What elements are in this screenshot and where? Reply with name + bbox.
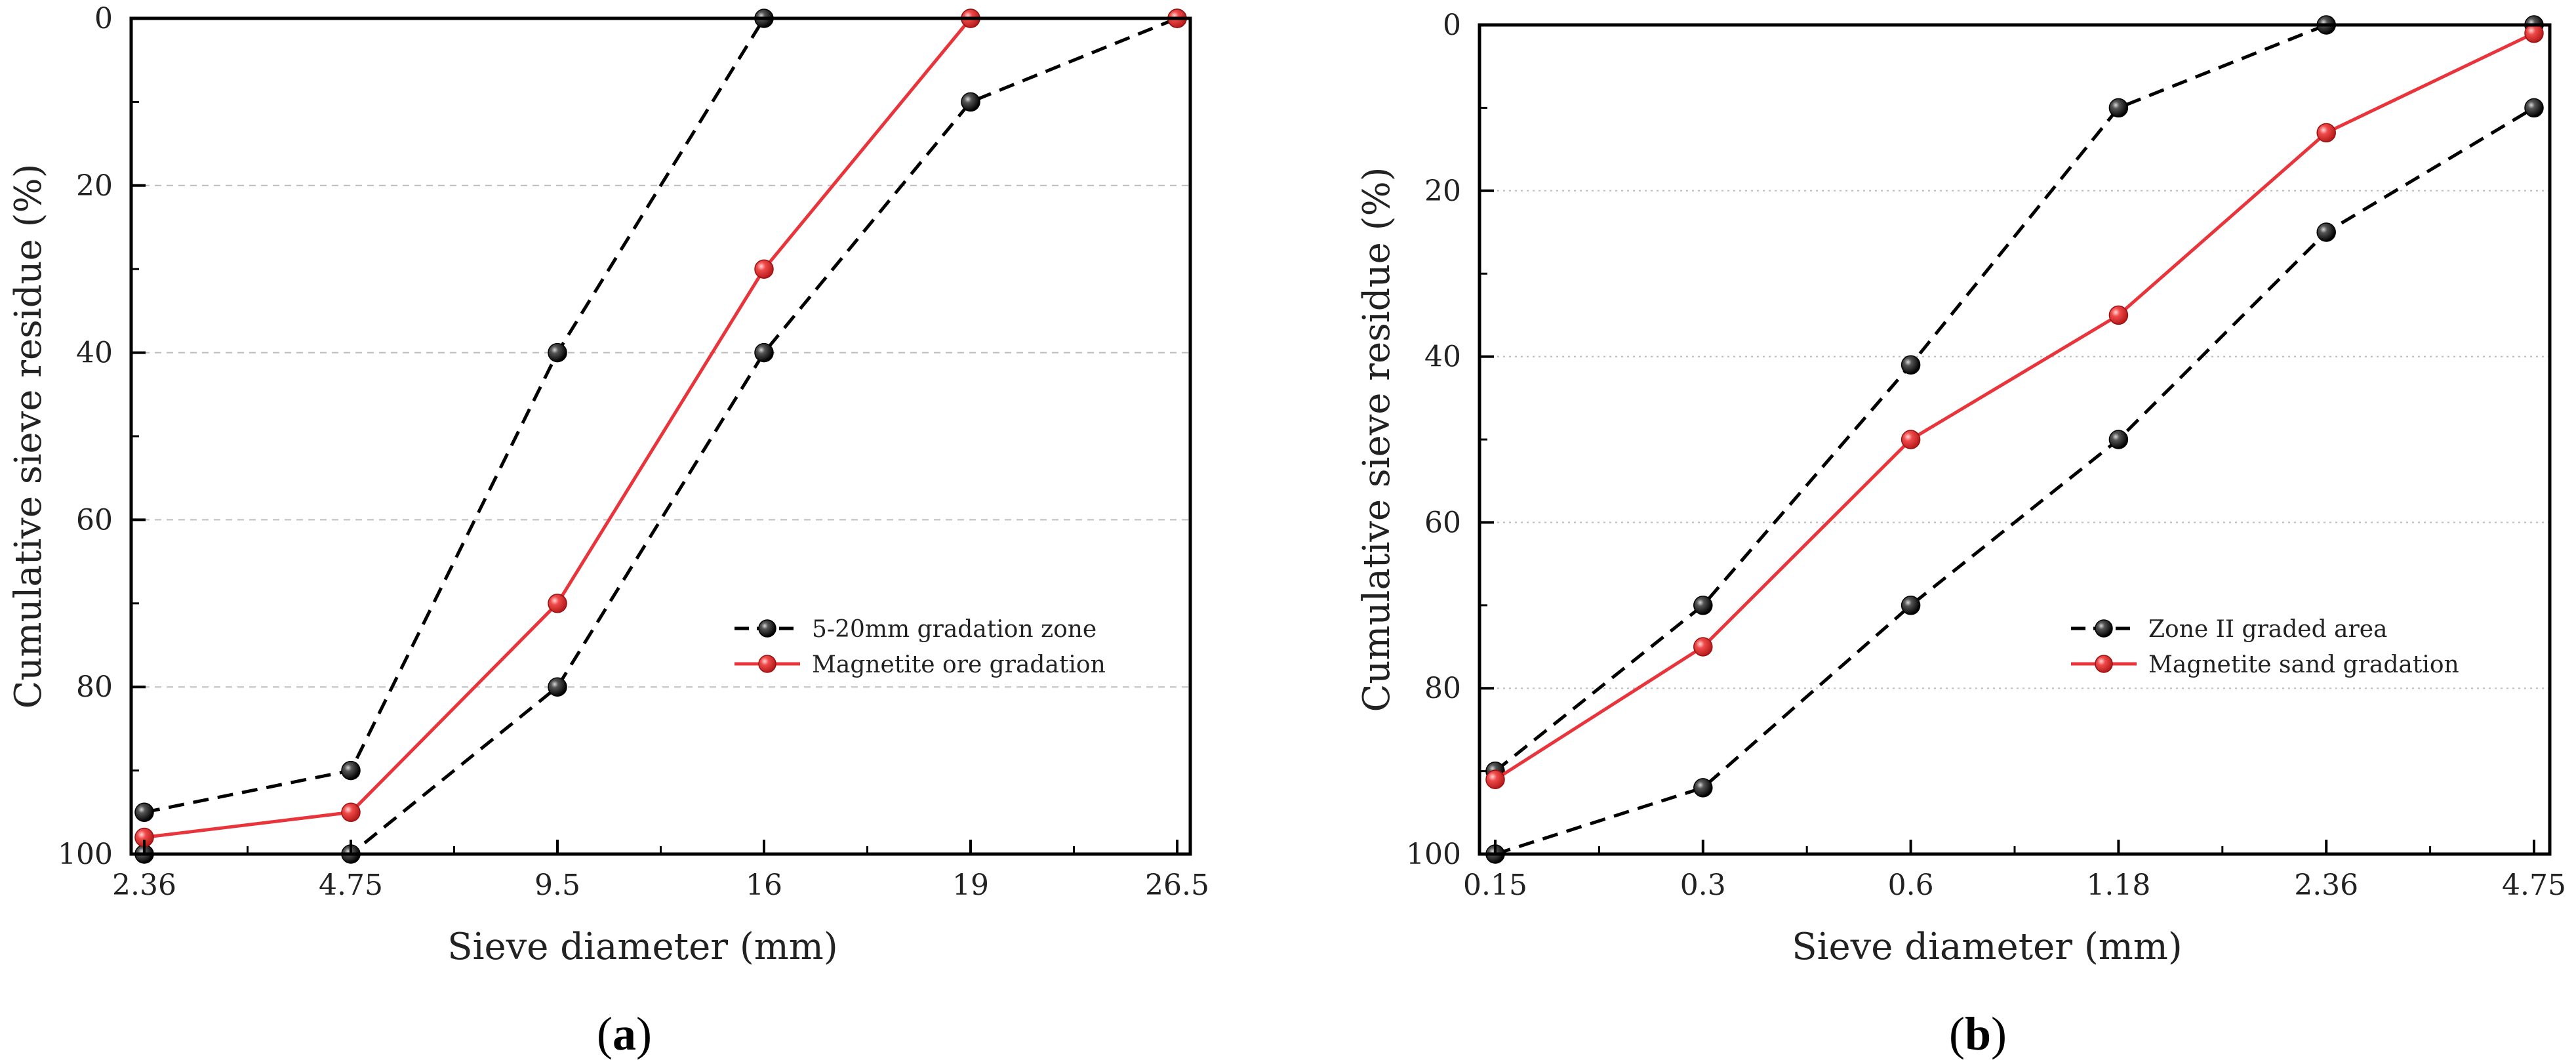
- data-point-lower-limit: [2316, 222, 2336, 242]
- data-point-measured: [2524, 23, 2544, 43]
- y-tick-label: 80: [1424, 672, 1461, 705]
- data-point-measured: [548, 594, 567, 613]
- series-layer-a: [134, 9, 1187, 864]
- y-tick-label: 0: [94, 2, 113, 35]
- caption-letter-a: a: [613, 1008, 636, 1060]
- x-axis-title-b: Sieve diameter (mm): [1792, 926, 2183, 968]
- legend-label: 5-20mm gradation zone: [812, 616, 1097, 643]
- x-tick-label: 26.5: [1145, 869, 1209, 902]
- x-tick-label: 2.36: [2294, 869, 2358, 902]
- x-tick-label: 0.3: [1680, 869, 1726, 902]
- chart-panel-b: 0.15 0.3 0.6 1.18 2.36 4.75 0 20 40 60 80 100 Siev…: [1356, 9, 2566, 1060]
- y-tick-label: 80: [76, 670, 113, 704]
- caption-b: (b): [1949, 1008, 2007, 1060]
- legend-marker: [758, 619, 776, 638]
- y-axis-title-a: Cumulative sieve residue (%): [7, 163, 50, 708]
- data-point-measured: [2316, 123, 2336, 143]
- y-tick-label: 100: [58, 838, 113, 871]
- y-tick-labels-b: 0 20 40 60 80 100: [1406, 9, 1461, 871]
- y-tick-label: 60: [1424, 506, 1461, 539]
- grid-lines-b: [1479, 190, 2550, 689]
- legend-label: Zone II graded area: [2148, 616, 2388, 643]
- data-point-upper-limit: [341, 760, 361, 781]
- legend-marker: [2095, 655, 2113, 673]
- data-point-measured: [341, 802, 361, 823]
- data-point-measured: [1901, 430, 1921, 449]
- data-point-measured: [2108, 305, 2129, 325]
- x-tick-label: 2.36: [112, 869, 176, 902]
- legend-b: Zone II graded area Magnetite sand gradat…: [2071, 616, 2459, 678]
- y-tick-label: 20: [76, 169, 113, 203]
- legend-a: 5-20mm gradation zone Magnetite ore grada…: [735, 616, 1106, 678]
- x-tick-label: 16: [746, 869, 782, 902]
- legend-marker: [758, 655, 776, 673]
- data-point-upper-limit: [1693, 596, 1713, 615]
- series-line-upper-limit: [144, 16, 1177, 814]
- y-tick-label: 100: [1406, 838, 1461, 871]
- y-tick-labels-a: 0 20 40 60 80 100: [58, 2, 113, 871]
- x-tick-label: 19: [952, 869, 989, 902]
- x-tick-labels-b: 0.15 0.3 0.6 1.18 2.36 4.75: [1463, 869, 2566, 902]
- data-point-upper-limit: [2108, 98, 2129, 118]
- series-line-measured: [1494, 31, 2535, 781]
- x-tick-label: 1.18: [2086, 869, 2150, 902]
- x-tick-label: 4.75: [2502, 869, 2566, 902]
- y-axis-title-b: Cumulative sieve residue (%): [1356, 167, 1398, 712]
- data-point-lower-limit: [548, 677, 567, 697]
- x-tick-label: 4.75: [319, 869, 383, 902]
- series-line-lower-limit: [1495, 106, 2535, 856]
- legend-label: Magnetite sand gradation: [2148, 651, 2459, 678]
- x-axis-title-a: Sieve diameter (mm): [447, 926, 838, 968]
- data-point-lower-limit: [1693, 778, 1713, 798]
- series-line-lower-limit: [144, 16, 1178, 856]
- y-tick-label: 40: [1424, 340, 1461, 374]
- data-point-measured: [1485, 769, 1505, 789]
- legend-marker: [2095, 619, 2113, 638]
- legend-label: Magnetite ore gradation: [812, 651, 1106, 678]
- data-point-upper-limit: [1901, 355, 1921, 375]
- data-point-lower-limit: [754, 342, 774, 363]
- data-point-upper-limit: [134, 802, 154, 823]
- y-tick-label: 60: [76, 503, 113, 537]
- x-tick-label: 0.15: [1463, 869, 1527, 902]
- axis-ticks-a: [131, 17, 1178, 855]
- series-line-measured: [144, 16, 1177, 840]
- y-tick-label: 40: [76, 337, 113, 370]
- series-layer-b: [1485, 15, 2544, 864]
- x-tick-label: 0.6: [1888, 869, 1934, 902]
- data-point-lower-limit: [2524, 98, 2544, 118]
- data-point-measured: [1693, 637, 1713, 657]
- x-tick-labels-a: 2.36 4.75 9.5 16 19 26.5: [112, 869, 1209, 902]
- plot-frame-b: [1478, 23, 2552, 856]
- data-point-lower-limit: [1901, 596, 1921, 615]
- chart-panel-a: 2.36 4.75 9.5 16 19 26.5 0 20 40 60 80 100 Sieve d…: [7, 2, 1209, 1060]
- caption-a: (a): [597, 1008, 652, 1060]
- axis-ticks-b: [1479, 24, 2535, 855]
- x-tick-label: 9.5: [534, 869, 580, 902]
- y-tick-label: 0: [1443, 9, 1461, 42]
- caption-letter-b: b: [1965, 1008, 1991, 1060]
- data-point-measured: [754, 259, 774, 279]
- data-point-lower-limit: [961, 92, 980, 112]
- y-tick-label: 20: [1424, 174, 1461, 208]
- data-point-upper-limit: [548, 342, 567, 363]
- data-point-lower-limit: [2108, 430, 2129, 449]
